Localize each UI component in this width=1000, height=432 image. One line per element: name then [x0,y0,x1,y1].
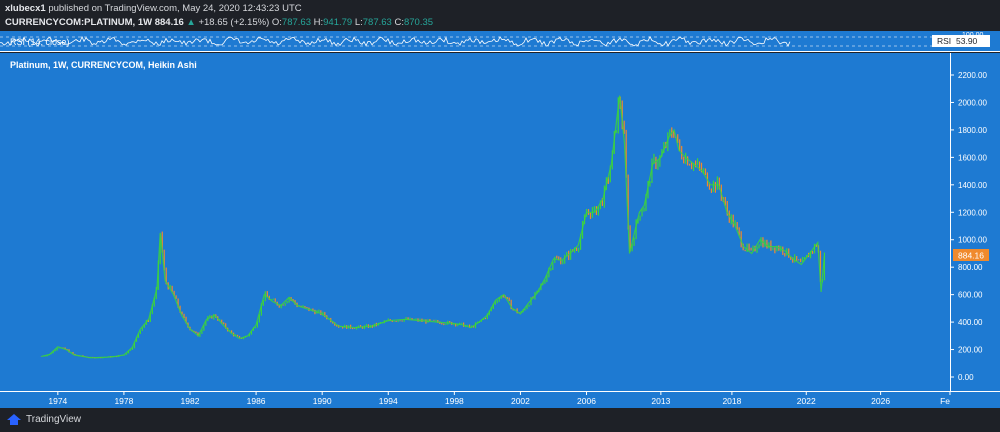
low-label: L: [354,17,363,28]
y-tick-label: 1600.00 [958,153,987,162]
low-value: 787.63 [362,17,392,28]
high-label: H: [313,17,324,28]
price-change: +18.65 (+2.15%) [198,17,270,28]
x-tick-label: 2026 [871,396,890,406]
x-tick-label: 1998 [445,396,464,406]
brand-name: TradingView [26,413,82,425]
x-tick-label: Fe [940,396,950,406]
price-chart[interactable]: RSI (14, close) 100.00 RSI 53.90 Platinu… [0,30,1000,408]
chart-header: xlubecx1 published on TradingView.com, M… [0,0,1000,30]
publish-line: xlubecx1 published on TradingView.com, M… [5,3,302,14]
y-tick-label: 200.00 [958,346,983,355]
x-tick-label: 2002 [511,396,530,406]
price-line [41,95,825,359]
y-tick-label: 400.00 [958,318,983,327]
symbol-label: CURRENCYCOM:PLATINUM, 1W [5,17,153,28]
price-series [40,95,826,359]
x-tick-label: 1990 [313,396,332,406]
last-price: 884.16 [154,17,184,28]
author-name[interactable]: xlubecx1 [5,3,46,14]
rsi-value: 53.90 [956,36,978,46]
x-tick-label: 1974 [48,396,67,406]
y-tick-label: 1800.00 [958,126,987,135]
rsi-path [0,35,791,47]
x-tick-label: 2013 [651,396,670,406]
high-value: 941.79 [323,17,353,28]
price-axis-ticks: 0.00 200.00 400.00 600.00 800.00 1000.00 1200.… [950,71,987,382]
y-tick-label: 1000.00 [958,236,987,245]
y-tick-label: 800.00 [958,263,983,272]
y-tick-label: 2000.00 [958,98,987,107]
tradingview-logo-icon [7,414,21,425]
x-tick-label: 2018 [722,396,741,406]
y-tick-label: 600.00 [958,291,983,300]
close-label: C: [394,17,404,28]
close-value: 870.35 [403,17,434,28]
up-arrow-icon: ▲ [186,17,196,28]
rsi-line [0,35,791,47]
y-tick-label: 1400.00 [958,181,987,190]
rsi-value-label: RSI [937,36,951,46]
y-tick-label: 2200.00 [958,71,987,80]
x-tick-label: 1986 [247,396,266,406]
x-tick-label: 2006 [577,396,596,406]
last-price-tag-label: 884.16 [958,251,984,261]
price-axis [950,53,1000,391]
x-tick-label: 1994 [379,396,398,406]
rsi-value-tag [932,35,990,47]
time-axis-ticks: 1974 1978 1982 1986 1990 1994 1998 2002 2006 2013… [48,391,951,406]
chart-legend: Platinum, 1W, CURRENCYCOM, Heikin Ashi [10,60,197,70]
x-tick-label: 1978 [114,396,133,406]
y-tick-label: 1200.00 [958,208,987,217]
rsi-label: RSI (14, close) [10,37,70,47]
last-price-tag [953,249,989,261]
main-pane [0,53,950,391]
ohlc-line: CURRENCYCOM:PLATINUM, 1W 884.16 ▲ +18.65… [5,17,433,28]
tradingview-logo[interactable]: TradingView [6,412,81,426]
footer-bar: TradingView [0,408,1000,432]
x-tick-label: 2022 [797,396,816,406]
y-tick-label: 0.00 [958,373,974,382]
time-axis [0,392,1000,408]
open-label: O: [271,17,282,28]
open-value: 787.63 [281,17,311,28]
published-text: published on TradingView.com, May 24, 20… [48,3,302,14]
x-tick-label: 1982 [181,396,200,406]
